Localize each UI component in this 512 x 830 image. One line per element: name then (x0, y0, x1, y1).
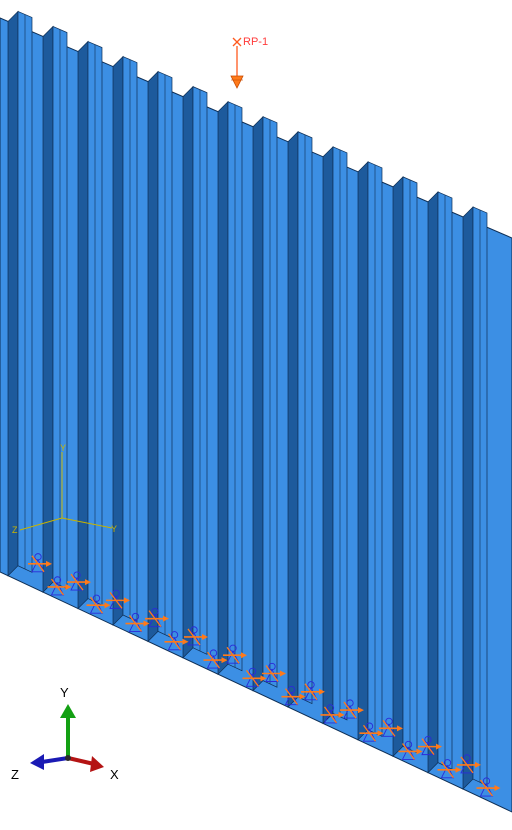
encastre-bc-icon (359, 722, 384, 742)
load-arrow-icon (230, 75, 244, 89)
stiffener[interactable] (322, 145, 348, 725)
boundary-conditions[interactable] (28, 553, 501, 797)
encastre-bc-icon (28, 553, 52, 573)
stiffener[interactable] (147, 70, 173, 643)
triad-x-label: X (110, 767, 119, 782)
encastre-bc-icon (457, 754, 481, 774)
encastre-bc-icon (379, 717, 403, 737)
encastre-bc-icon (437, 759, 462, 779)
reference-point-cross-icon (232, 37, 242, 76)
encastre-bc-icon (86, 594, 111, 614)
encastre-bc-icon (418, 735, 442, 756)
local-csys: Y Z Y (12, 443, 117, 535)
stiffener[interactable] (7, 10, 33, 577)
csys-y-label: Y (60, 443, 66, 453)
stiffener[interactable] (252, 115, 278, 692)
encastre-bc-icon (67, 571, 91, 591)
stiffener[interactable] (287, 130, 313, 708)
stiffener[interactable] (392, 176, 418, 758)
encastre-bc-icon (301, 681, 325, 701)
stiffener[interactable] (427, 191, 453, 774)
stiffener[interactable] (357, 160, 383, 741)
encastre-bc-icon (242, 667, 267, 687)
encastre-bc-icon (145, 608, 169, 628)
encastre-bc-icon (164, 631, 189, 651)
encastre-bc-icon (398, 740, 423, 760)
triad-y-label: Y (60, 685, 69, 700)
encastre-bc-icon (223, 644, 247, 664)
encastre-bc-icon (184, 626, 208, 646)
encastre-bc-icon (340, 699, 364, 719)
encastre-bc-icon (106, 589, 130, 609)
encastre-bc-icon (476, 777, 501, 797)
stiffener[interactable] (42, 25, 68, 594)
encastre-bc-icon (47, 576, 72, 596)
encastre-bc-icon (320, 704, 345, 724)
encastre-bc-icon (262, 662, 286, 682)
stiffener[interactable] (112, 55, 138, 626)
csys-z-label: Z (12, 525, 18, 535)
stiffener[interactable] (182, 85, 208, 659)
stiffener-group (7, 10, 488, 790)
view-triad-icon: Y Z X (11, 685, 119, 782)
encastre-bc-icon (125, 612, 150, 632)
stiffener[interactable] (462, 206, 488, 790)
csys-x-label: Y (111, 524, 117, 534)
stiffened-panel-part[interactable] (0, 10, 512, 813)
stiffener[interactable] (217, 100, 243, 676)
stiffener[interactable] (77, 40, 103, 610)
encastre-bc-icon (281, 685, 306, 706)
reference-point-rp1[interactable]: RP-1 (230, 36, 268, 89)
encastre-bc-icon (203, 649, 228, 669)
reference-point-label: RP-1 (243, 36, 268, 48)
triad-z-label: Z (11, 767, 19, 782)
